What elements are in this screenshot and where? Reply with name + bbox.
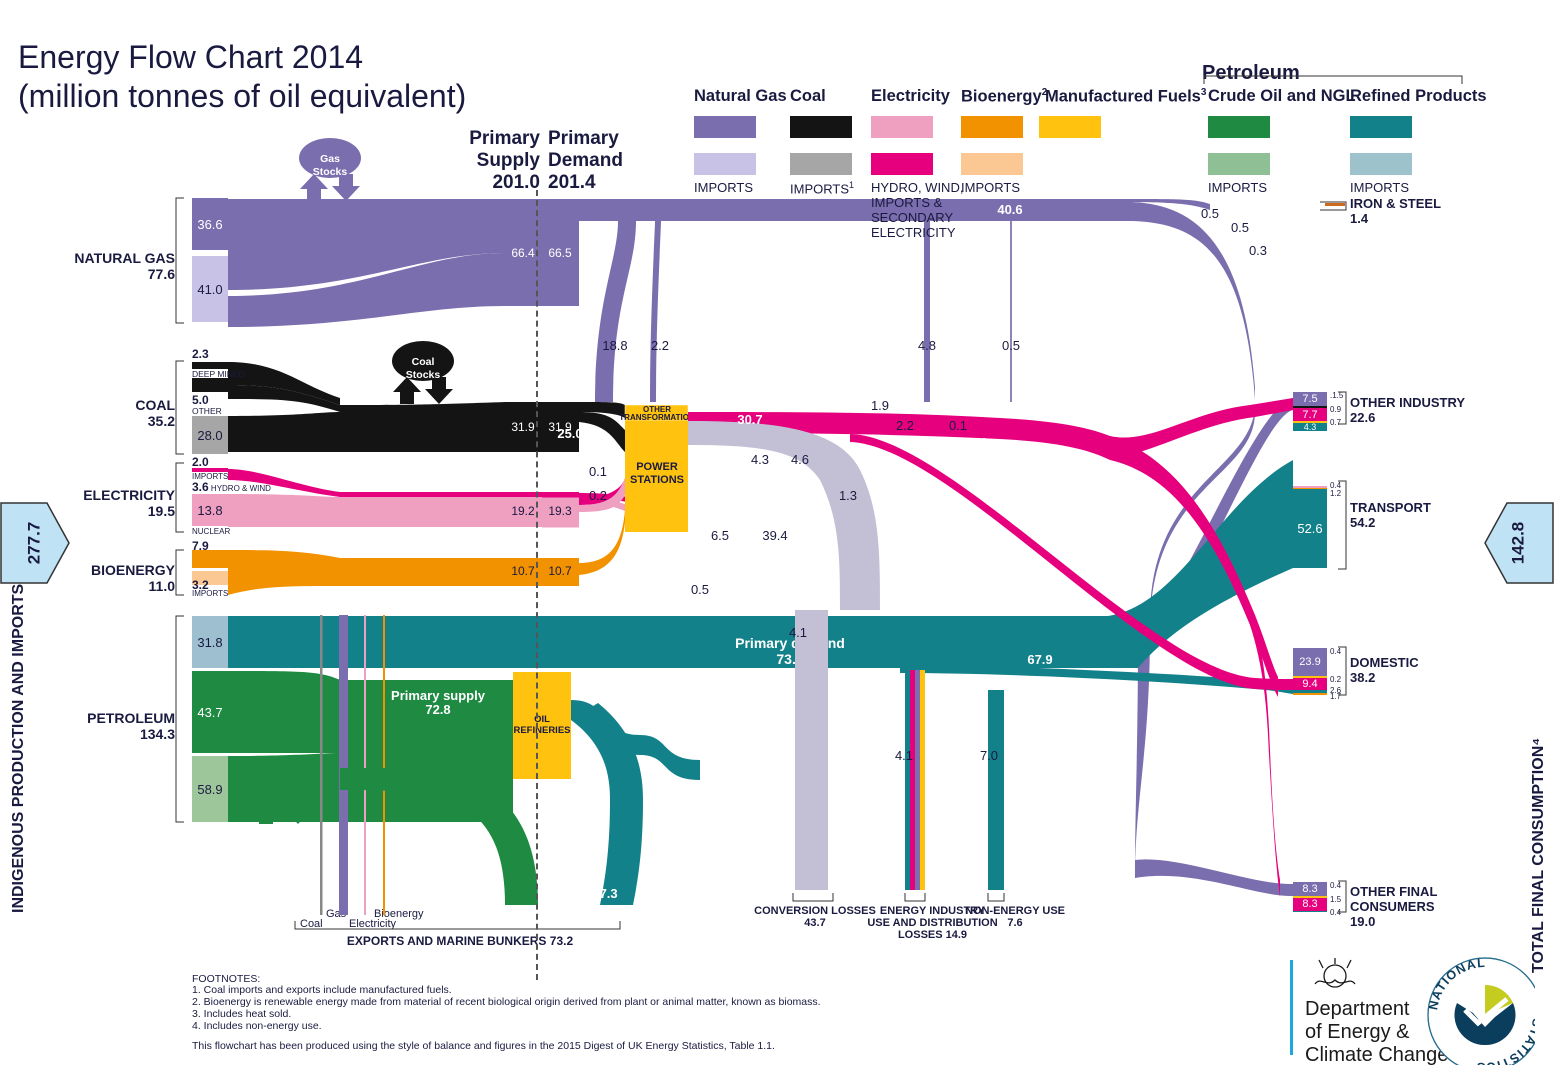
svg-text:1.9: 1.9 — [871, 398, 889, 413]
svg-text:18.8: 18.8 — [602, 338, 627, 353]
svg-text:0.2: 0.2 — [589, 488, 607, 503]
svg-text:26.1: 26.1 — [962, 435, 987, 450]
svg-text:27.3: 27.3 — [592, 886, 617, 901]
svg-text:39.4: 39.4 — [762, 528, 787, 543]
svg-text:2.2: 2.2 — [896, 418, 914, 433]
svg-text:4.6: 4.6 — [791, 452, 809, 467]
svg-text:67.9: 67.9 — [1027, 652, 1052, 667]
svg-text:10.7: 10.7 — [511, 564, 535, 578]
svg-text:STATIONS: STATIONS — [630, 474, 684, 486]
svg-text:4.1: 4.1 — [789, 625, 807, 640]
svg-text:0.1: 0.1 — [949, 418, 967, 433]
svg-text:4.8: 4.8 — [918, 338, 936, 353]
svg-text:1.3: 1.3 — [839, 488, 857, 503]
svg-text:30.7: 30.7 — [737, 412, 762, 427]
svg-text:0.1: 0.1 — [589, 464, 607, 479]
svg-text:4.3: 4.3 — [751, 452, 769, 467]
svg-text:TRANSFORMATION: TRANSFORMATION — [619, 413, 695, 422]
svg-text:0.5: 0.5 — [1201, 206, 1219, 221]
svg-text:4.1: 4.1 — [895, 748, 913, 763]
svg-text:2.2: 2.2 — [651, 338, 669, 353]
svg-text:66.5: 66.5 — [548, 246, 572, 260]
svg-text:0.5: 0.5 — [1231, 220, 1249, 235]
svg-text:19.2: 19.2 — [511, 504, 535, 518]
svg-text:0.5: 0.5 — [691, 582, 709, 597]
svg-text:72.8: 72.8 — [425, 702, 450, 717]
svg-text:7.0: 7.0 — [980, 748, 998, 763]
svg-text:31.9: 31.9 — [511, 420, 535, 434]
svg-text:0.3: 0.3 — [1249, 243, 1267, 258]
svg-text:19.3: 19.3 — [548, 504, 572, 518]
svg-text:POWER: POWER — [636, 461, 678, 473]
svg-text:6.5: 6.5 — [711, 528, 729, 543]
svg-text:REFINERIES: REFINERIES — [513, 725, 570, 736]
svg-text:40.6: 40.6 — [997, 202, 1022, 217]
svg-text:Primary supply: Primary supply — [391, 688, 486, 703]
svg-text:10.7: 10.7 — [548, 564, 572, 578]
svg-text:0.5: 0.5 — [1002, 338, 1020, 353]
svg-text:33.9: 33.9 — [477, 886, 502, 901]
svg-text:31.9: 31.9 — [548, 420, 572, 434]
svg-text:66.4: 66.4 — [511, 246, 535, 260]
